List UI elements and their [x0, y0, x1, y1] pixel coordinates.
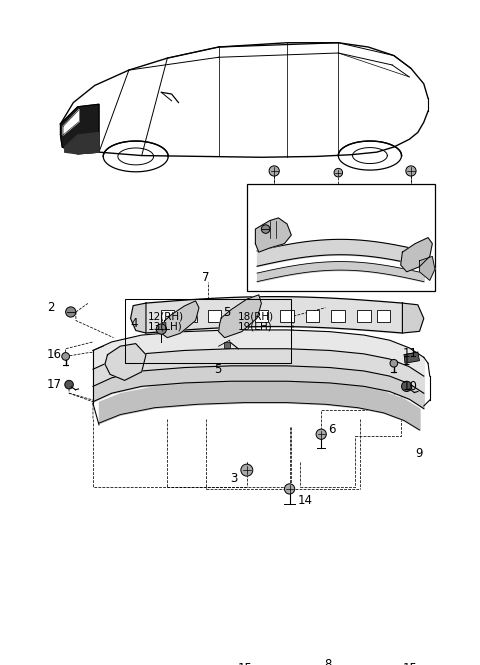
- Polygon shape: [401, 237, 432, 272]
- Polygon shape: [63, 110, 79, 135]
- Text: 12(RH): 12(RH): [148, 311, 184, 321]
- Text: 15: 15: [238, 662, 253, 665]
- Text: 15: 15: [403, 662, 418, 665]
- Bar: [254, 310, 268, 322]
- Text: 10: 10: [402, 380, 417, 393]
- Circle shape: [334, 168, 343, 177]
- Text: 5: 5: [223, 307, 230, 319]
- Circle shape: [402, 381, 412, 392]
- Text: 3: 3: [230, 472, 237, 485]
- Circle shape: [262, 225, 270, 233]
- Circle shape: [66, 307, 76, 317]
- Bar: [357, 310, 371, 322]
- Polygon shape: [60, 104, 99, 154]
- Text: 13(LH): 13(LH): [148, 321, 182, 332]
- Polygon shape: [161, 301, 199, 338]
- Polygon shape: [218, 295, 262, 338]
- Circle shape: [406, 166, 416, 176]
- Bar: [332, 310, 345, 322]
- Text: 4: 4: [131, 317, 138, 330]
- Text: 8: 8: [324, 658, 332, 665]
- Circle shape: [62, 352, 70, 360]
- Text: 6: 6: [328, 422, 336, 436]
- Text: 7: 7: [202, 271, 210, 285]
- Circle shape: [65, 380, 73, 389]
- Text: 19(LH): 19(LH): [238, 321, 273, 332]
- Circle shape: [285, 484, 295, 494]
- Text: 2: 2: [47, 301, 54, 314]
- Bar: [306, 310, 320, 322]
- Bar: [125, 299, 291, 363]
- Circle shape: [156, 324, 167, 334]
- Bar: [247, 184, 435, 291]
- Text: 14: 14: [298, 493, 313, 507]
- Polygon shape: [255, 218, 291, 252]
- Polygon shape: [105, 344, 146, 380]
- Text: 18(RH): 18(RH): [238, 311, 275, 321]
- Circle shape: [390, 359, 398, 367]
- Circle shape: [316, 429, 326, 440]
- Bar: [207, 310, 221, 322]
- Text: 5: 5: [215, 362, 222, 376]
- Text: 1: 1: [402, 355, 410, 368]
- Text: 16: 16: [47, 348, 62, 361]
- Polygon shape: [420, 257, 435, 281]
- Bar: [231, 310, 245, 322]
- Bar: [280, 310, 294, 322]
- Bar: [377, 310, 390, 322]
- Text: 11: 11: [402, 346, 418, 360]
- Text: 17: 17: [47, 378, 62, 391]
- Polygon shape: [65, 132, 99, 154]
- Circle shape: [269, 166, 279, 176]
- Bar: [183, 310, 197, 322]
- Polygon shape: [402, 303, 424, 333]
- Text: 9: 9: [415, 446, 423, 460]
- Circle shape: [241, 464, 253, 476]
- Bar: [160, 310, 174, 322]
- Polygon shape: [131, 303, 146, 333]
- Polygon shape: [404, 352, 420, 363]
